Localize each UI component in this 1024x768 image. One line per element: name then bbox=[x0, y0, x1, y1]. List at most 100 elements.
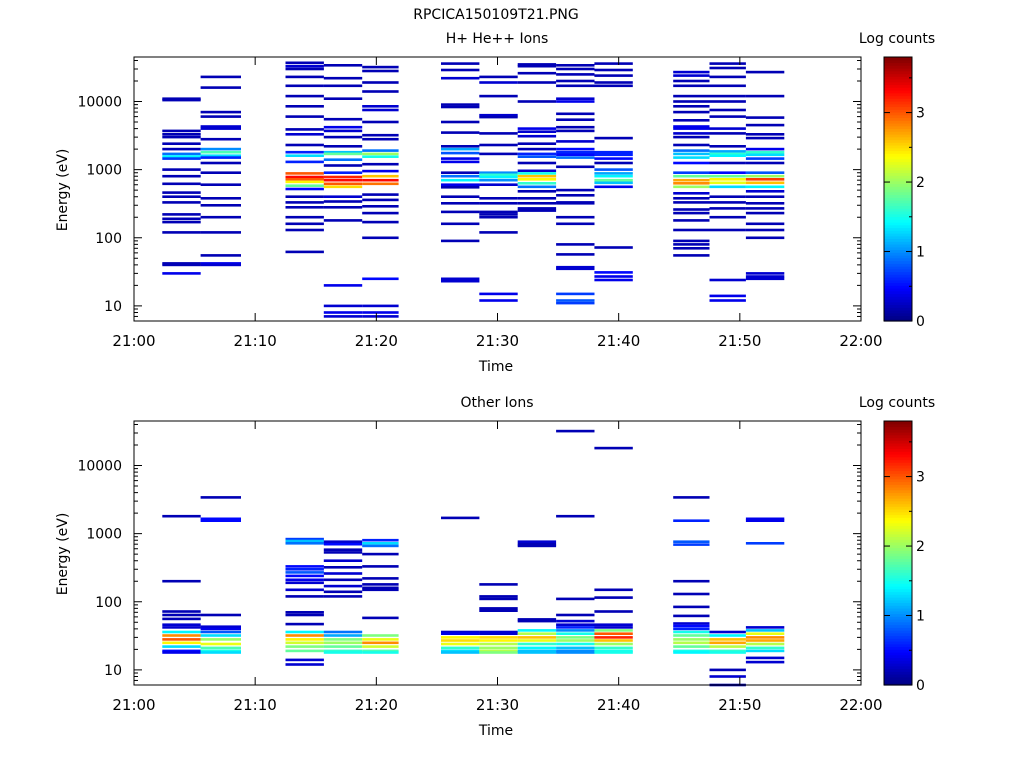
heatmap-cell bbox=[285, 565, 324, 568]
heatmap-cell bbox=[362, 304, 399, 308]
heatmap-cell bbox=[673, 614, 710, 618]
colorbar-swatch bbox=[884, 246, 912, 251]
colorbar-tick-label: 1 bbox=[916, 609, 925, 625]
heatmap-cell bbox=[323, 595, 363, 598]
heatmap-cell bbox=[673, 70, 710, 74]
colorbar-swatch bbox=[884, 147, 912, 152]
colorbar-swatch bbox=[884, 103, 912, 108]
heatmap-cell bbox=[594, 610, 633, 613]
heatmap-cell bbox=[323, 185, 363, 189]
heatmap-cell bbox=[745, 639, 785, 642]
heatmap-cell bbox=[709, 299, 746, 302]
heatmap-cell bbox=[200, 161, 241, 165]
heatmap-cell bbox=[556, 265, 595, 269]
heatmap-cell bbox=[517, 642, 557, 646]
heatmap-cell bbox=[285, 250, 324, 254]
heatmap-cell bbox=[709, 154, 746, 157]
heatmap-cell bbox=[162, 638, 201, 641]
heatmap-cell bbox=[479, 597, 518, 601]
heatmap-cell bbox=[556, 267, 595, 271]
heatmap-cell bbox=[162, 623, 201, 626]
heatmap-cell bbox=[323, 542, 363, 546]
colorbar-swatch bbox=[884, 255, 912, 259]
x-tick-label: 21:50 bbox=[718, 696, 761, 714]
heatmap-cell bbox=[441, 630, 480, 634]
heatmap-cell bbox=[517, 169, 557, 173]
colorbar-swatch bbox=[884, 279, 912, 284]
heatmap-cell bbox=[200, 75, 241, 79]
heatmap-cell bbox=[517, 209, 557, 212]
heatmap-cell bbox=[200, 154, 241, 157]
heatmap-cell bbox=[594, 632, 633, 635]
heatmap-cell bbox=[745, 626, 785, 629]
heatmap-cell bbox=[709, 181, 746, 185]
colorbar-swatch bbox=[884, 531, 912, 535]
colorbar-swatch bbox=[884, 489, 912, 494]
colorbar-swatch bbox=[884, 282, 912, 286]
x-tick-label: 21:50 bbox=[718, 332, 761, 350]
colorbar-swatch bbox=[884, 487, 912, 491]
heatmap-cell bbox=[323, 76, 363, 80]
heatmap-cell bbox=[200, 646, 241, 650]
heatmap-cell bbox=[323, 651, 363, 654]
heatmap-cell bbox=[362, 193, 399, 196]
heatmap-cell bbox=[285, 160, 324, 164]
heatmap-cell bbox=[285, 184, 324, 187]
heatmap-cell bbox=[517, 202, 557, 205]
heatmap-cell bbox=[517, 134, 557, 138]
heatmap-cell bbox=[745, 150, 785, 154]
axes-frame: 21:00 21:10 21:20 21:30 21:40 21:50 22:00 10 100… bbox=[77, 420, 883, 714]
colorbar-swatch bbox=[884, 459, 912, 463]
heatmap-cell bbox=[709, 66, 746, 70]
heatmap-cell bbox=[323, 548, 363, 551]
heatmap-cell bbox=[517, 190, 557, 193]
heatmap-cell bbox=[441, 105, 480, 109]
heatmap-cell bbox=[556, 632, 595, 635]
colorbar-swatch bbox=[884, 249, 912, 253]
heatmap-cell bbox=[594, 168, 633, 171]
heatmap-cell bbox=[362, 565, 399, 568]
colorbar-swatch bbox=[884, 92, 912, 97]
heatmap-cell bbox=[479, 630, 518, 634]
heatmap-cell bbox=[200, 110, 241, 114]
heatmap-cell bbox=[673, 254, 710, 257]
heatmap-cell bbox=[673, 84, 710, 88]
heatmap-cell bbox=[441, 151, 480, 155]
heatmap-cell bbox=[517, 207, 557, 210]
colorbar-swatch bbox=[884, 161, 912, 165]
heatmap-cell bbox=[162, 263, 201, 267]
colorbar-swatch bbox=[884, 172, 912, 176]
colorbar-frame bbox=[883, 420, 913, 686]
heatmap-cell bbox=[362, 69, 399, 73]
colorbar-swatch bbox=[884, 81, 912, 86]
heatmap-cell bbox=[323, 315, 363, 318]
colorbar: 0 1 2 3 bbox=[883, 56, 925, 330]
heatmap-cell bbox=[479, 231, 518, 234]
heatmap-cell bbox=[162, 152, 201, 156]
y-tick-label: 1000 bbox=[86, 163, 122, 179]
heatmap-cell bbox=[200, 183, 241, 186]
heatmap-cell bbox=[745, 646, 785, 650]
heatmap-cell bbox=[709, 171, 746, 174]
colorbar-swatch bbox=[884, 443, 912, 447]
colorbar-swatch bbox=[884, 492, 912, 496]
colorbar-swatch bbox=[884, 257, 912, 262]
colorbar-tick-label: 0 bbox=[916, 678, 925, 694]
heatmap-cell bbox=[709, 145, 746, 148]
heatmap-cell bbox=[594, 646, 633, 650]
colorbar-swatch bbox=[884, 641, 912, 645]
colorbar-swatch bbox=[884, 114, 912, 119]
colorbar-swatch bbox=[884, 315, 912, 319]
colorbar-swatch bbox=[884, 241, 912, 245]
heatmap-cell bbox=[594, 157, 633, 160]
colorbar-tick-label: 3 bbox=[916, 106, 925, 122]
heatmap-cell bbox=[673, 624, 710, 628]
heatmap-cell bbox=[323, 158, 363, 161]
y-tick-label: 10 bbox=[104, 663, 122, 679]
colorbar-swatch bbox=[884, 158, 912, 163]
heatmap-cell bbox=[162, 135, 201, 139]
heatmap-cell bbox=[441, 178, 480, 182]
colorbar-swatch bbox=[884, 652, 912, 656]
heatmap-cell bbox=[285, 94, 324, 98]
colorbar-swatch bbox=[884, 219, 912, 223]
